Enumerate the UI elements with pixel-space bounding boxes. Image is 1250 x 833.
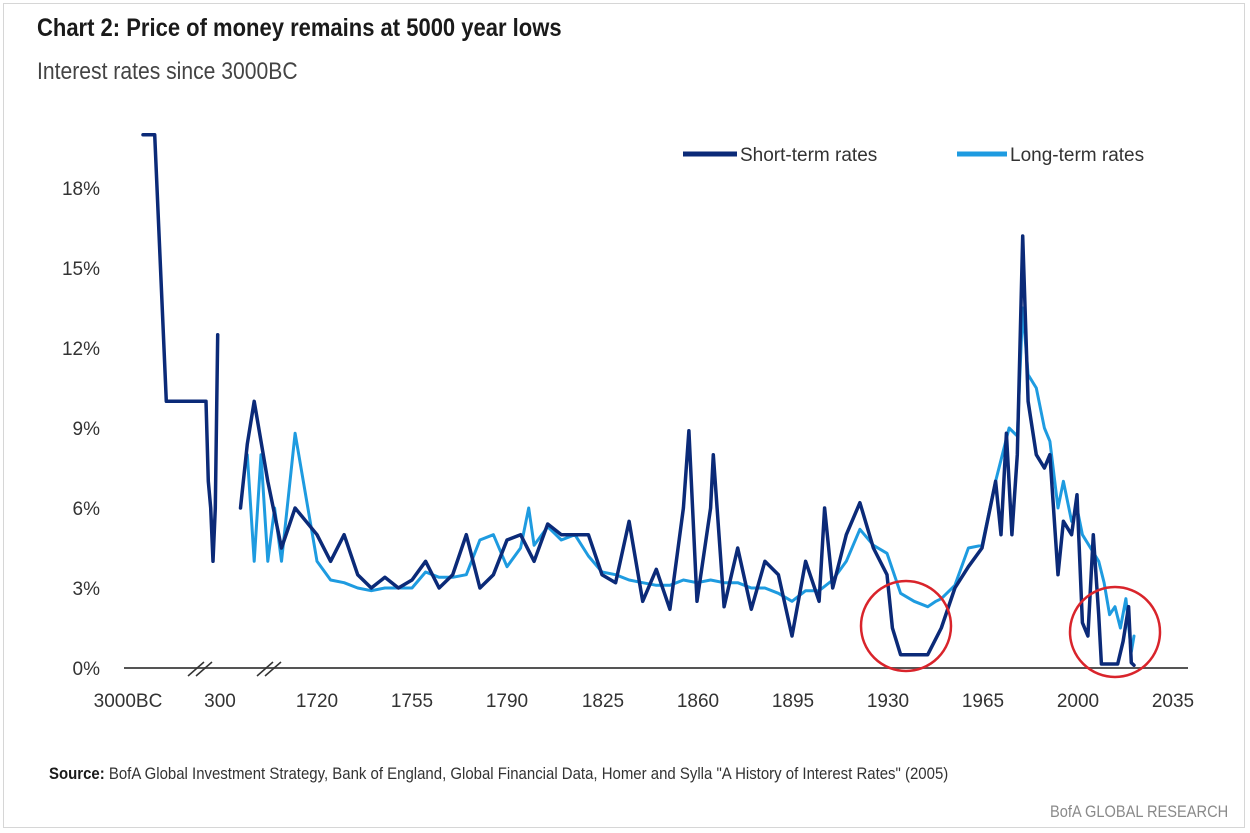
highlight-circle-2010s [1068,585,1162,679]
y-tick-label: 9% [73,419,101,440]
x-tick-label: 1825 [582,691,624,712]
axis-break-mark [264,661,282,677]
x-tick-label: 300 [204,691,236,712]
source-text: BofA Global Investment Strategy, Bank of… [108,764,949,783]
x-tick-label: 3000BC [94,691,163,712]
axis-break-mark [256,661,274,677]
y-tick-label: 15% [62,259,100,280]
series-lines [141,132,1136,668]
x-tick-label: 1965 [962,691,1004,712]
source-note: Source: BofA Global Investment Strategy,… [49,764,948,784]
long-term-rates-line [245,306,1136,654]
legend-label-short-term: Short-term rates [740,145,877,166]
y-tick-label: 0% [73,659,101,680]
axis-break-mark [187,661,205,677]
x-tick-label: 1720 [296,691,338,712]
highlight-circle-1930s [859,579,953,673]
x-tick-label: 2000 [1057,691,1099,712]
source-label: Source: [49,764,105,783]
x-tick-label: 1895 [772,691,814,712]
x-tick-label: 1755 [391,691,433,712]
y-tick-label: 18% [62,179,100,200]
legend: Short-term rates Long-term rates [683,145,1144,166]
x-tick-label: 1860 [677,691,719,712]
highlight-annotations [859,579,1162,679]
chart-subtitle: Interest rates since 3000BC [37,58,298,85]
chart-frame [3,3,1245,828]
y-tick-label: 6% [73,499,101,520]
x-tick-label: 1790 [486,691,528,712]
brand-label: BofA GLOBAL RESEARCH [1049,802,1228,821]
chart-title: Chart 2: Price of money remains at 5000 … [37,14,562,42]
x-tick-label: 1930 [867,691,909,712]
axes: 0% 3% 6% 9% 12% 15% 18% 3000BC 300 1720 1755 1790 18… [62,179,1194,712]
y-tick-label: 3% [73,579,101,600]
short-term-rates-line [141,132,1136,668]
legend-label-long-term: Long-term rates [1010,145,1144,166]
y-tick-label: 12% [62,339,100,360]
x-tick-label: 2035 [1152,691,1194,712]
axis-break-mark [195,661,213,677]
